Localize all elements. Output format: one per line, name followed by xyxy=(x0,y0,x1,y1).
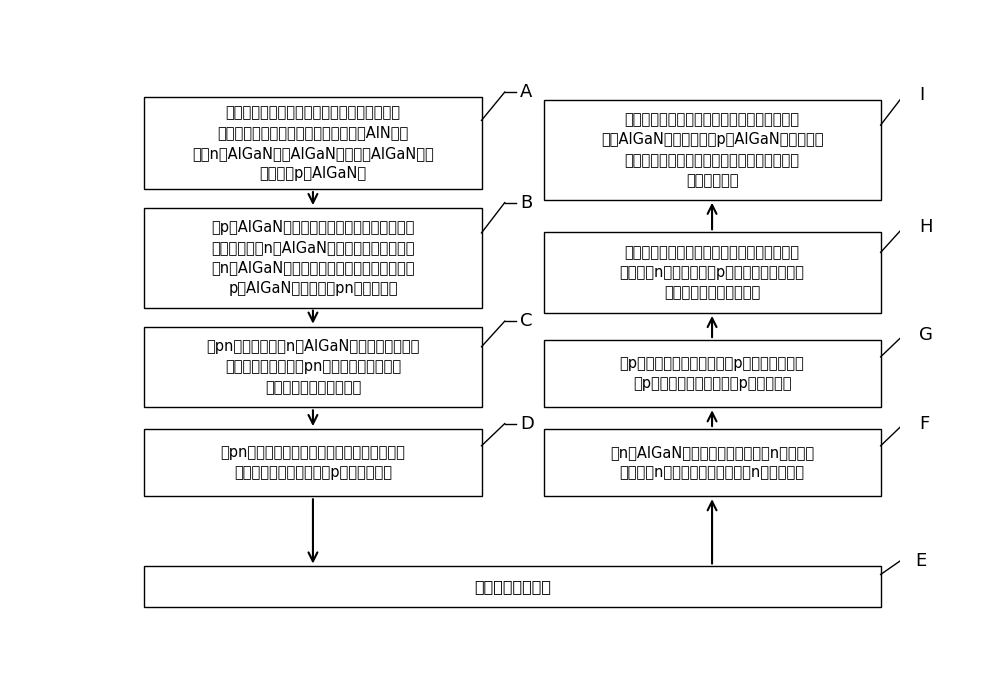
Bar xyxy=(544,429,881,496)
Text: D: D xyxy=(520,414,534,433)
Text: 在pn结台面结构和n型AlGaN电极接触表面的表
面沉积介质层，并在pn结台面结构上方形成
深度可贯穿介质层的通孔: 在pn结台面结构和n型AlGaN电极接触表面的表 面沉积介质层，并在pn结台面结… xyxy=(206,339,420,395)
Text: 在基底上生长紫外发光二极管外延结构，该紫
外发光二极管外延结构自下而上包括：AlN缓冲
层、n型AlGaN层、AlGaN有源区、AlGaN电子
阻挡层、p型Al: 在基底上生长紫外发光二极管外延结构，该紫 外发光二极管外延结构自下而上包括：Al… xyxy=(192,105,434,181)
Bar xyxy=(144,429,482,496)
Text: 在电极窗口区形成包含多金属层的电极层，其
中，AlGaN电子阻挡层和p型AlGaN层的总厚度
小于该电极层最底层金属层的金属材料的等离
激元耦合距离: 在电极窗口区形成包含多金属层的电极层，其 中，AlGaN电子阻挡层和p型AlGa… xyxy=(601,112,823,188)
Bar xyxy=(544,100,881,200)
Text: F: F xyxy=(919,414,930,433)
Text: 在pn结台面结构上，利用介质层做选区二次外
延的掩膜，在通孔中生长p型电极接触层: 在pn结台面结构上，利用介质层做选区二次外 延的掩膜，在通孔中生长p型电极接触层 xyxy=(220,445,405,480)
Text: B: B xyxy=(520,194,532,211)
Text: 去除全部的介质层: 去除全部的介质层 xyxy=(474,579,551,594)
Text: 在p型电极接触层表面定义出p型电极图形，在
该p型电极图形的区域形成p型接触电极: 在p型电极接触层表面定义出p型电极图形，在 该p型电极图形的区域形成p型接触电极 xyxy=(620,356,804,391)
Text: E: E xyxy=(916,552,927,570)
Text: 在n型AlGaN电极接触表面上定义出n型电极图
形，在该n型电极图形的区域形成n型接触电极: 在n型AlGaN电极接触表面上定义出n型电极图 形，在该n型电极图形的区域形成n… xyxy=(610,445,814,480)
Bar xyxy=(144,566,881,607)
Text: A: A xyxy=(520,83,533,101)
Bar xyxy=(544,340,881,407)
Bar xyxy=(144,326,482,407)
Text: G: G xyxy=(919,326,933,344)
Text: 从p型AlGaN层顶部开始，在预设区域进行刻蚀
，刻蚀深度至n型AlGaN层，从而在刻蚀区域形
成n型AlGaN电极接触表面，在刻蚀区域之外的
p型AlGaN层: 从p型AlGaN层顶部开始，在预设区域进行刻蚀 ，刻蚀深度至n型AlGaN层，从… xyxy=(211,220,415,296)
Text: I: I xyxy=(919,86,925,104)
Bar xyxy=(144,97,482,189)
Bar xyxy=(544,232,881,313)
Text: 在器件上表面整体上沉积电绝缘层，在该电绝
缘层中，n型接触电极和p型接触电极上方，经
刻蚀分别形成电极窗口区: 在器件上表面整体上沉积电绝缘层，在该电绝 缘层中，n型接触电极和p型接触电极上方… xyxy=(620,245,804,300)
Bar xyxy=(144,208,482,308)
Text: H: H xyxy=(919,218,933,236)
Text: C: C xyxy=(520,312,533,330)
